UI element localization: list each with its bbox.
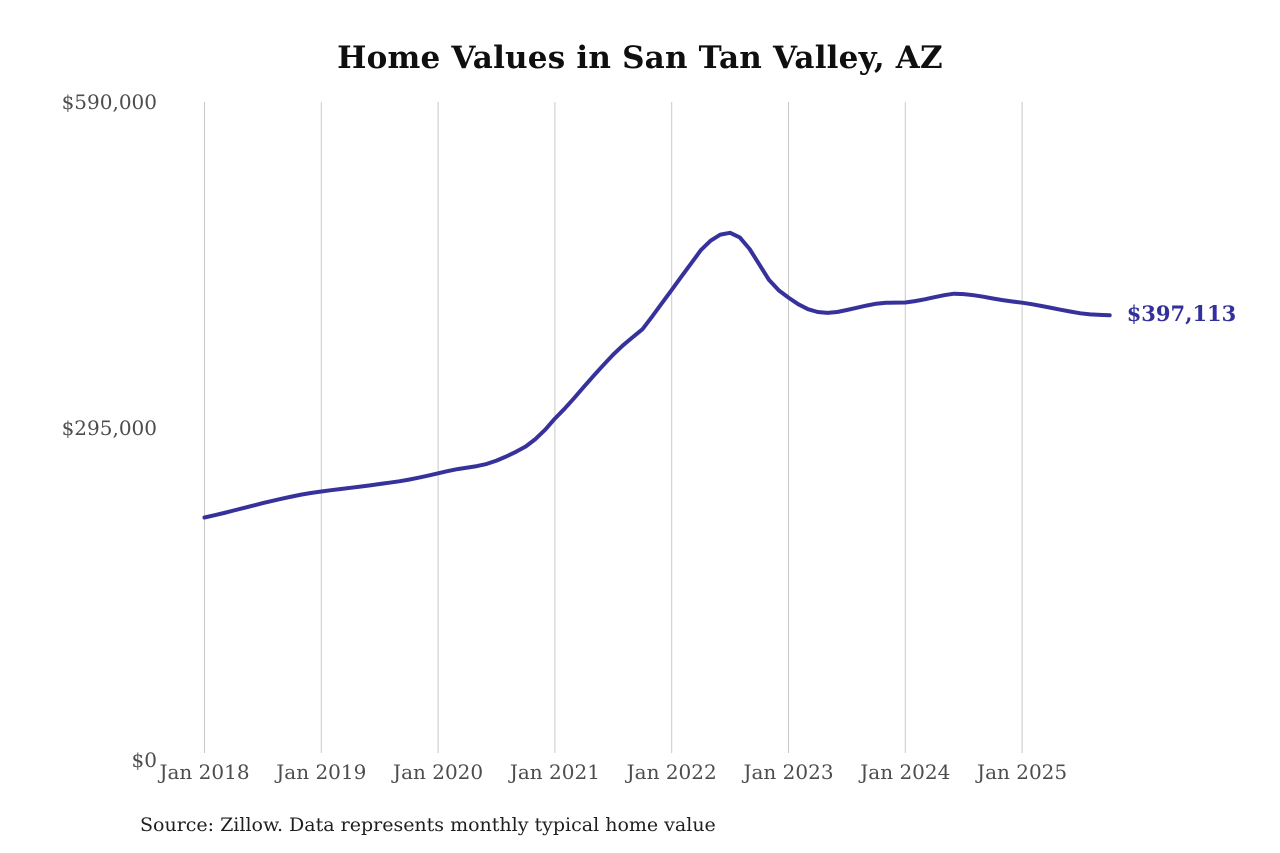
x-tick-label: Jan 2024 [860, 760, 951, 784]
x-tick-label: Jan 2019 [276, 760, 367, 784]
home-value-line [202, 230, 1112, 520]
y-tick-label: $590,000 [61, 90, 157, 114]
home-value-line-group [202, 230, 1112, 520]
x-tick-label: Jan 2020 [393, 760, 484, 784]
y-tick-label: $0 [131, 748, 157, 772]
x-tick-label: Jan 2021 [509, 760, 600, 784]
x-tick-label: Jan 2018 [159, 760, 250, 784]
latest-value-label: $397,113 [1126, 301, 1237, 327]
x-tick-label: Jan 2023 [743, 760, 834, 784]
x-tick-label: Jan 2022 [626, 760, 717, 784]
source-note: Source: Zillow. Data represents monthly … [140, 814, 716, 836]
vertical-gridlines [204, 102, 1023, 753]
x-tick-label: Jan 2025 [977, 760, 1068, 784]
y-tick-label: $295,000 [61, 416, 157, 440]
chart-title: Home Values in San Tan Valley, AZ [337, 40, 943, 76]
